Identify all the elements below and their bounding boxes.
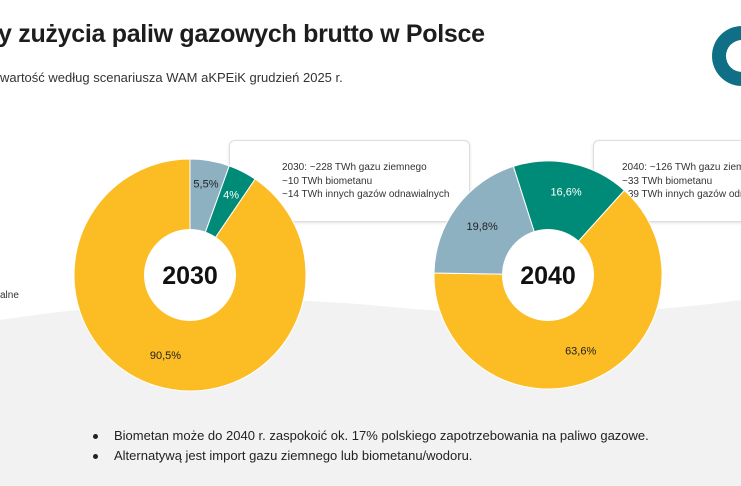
note-line: ~10 TWh biometanu xyxy=(282,175,373,187)
bullet-item: Biometan może do 2040 r. zaspokoić ok. 1… xyxy=(90,428,649,443)
note-line: ~33 TWh biometanu xyxy=(622,175,713,187)
slice-label: 16,6% xyxy=(550,186,581,198)
donut-year-title: 2040 xyxy=(520,262,576,290)
slice-label: 90,5% xyxy=(150,350,181,362)
slice-label: 5,5% xyxy=(193,179,218,191)
slice-label: 19,8% xyxy=(467,221,498,233)
note-line: ~39 TWh innych gazów odnawialnych xyxy=(622,189,741,200)
note-line: 2040: ~126 TWh gazu ziemnego xyxy=(622,162,741,173)
slice-label: 4% xyxy=(223,189,239,201)
donut-year-title: 2030 xyxy=(162,262,218,290)
bullet-list: Biometan może do 2040 r. zaspokoić ok. 1… xyxy=(90,428,649,468)
note-line: 2030: ~228 TWh gazu ziemnego xyxy=(282,162,427,173)
legend-label-fragment: alne xyxy=(0,290,19,301)
donut-hole xyxy=(144,229,236,321)
donut-hole xyxy=(502,229,594,321)
page-title: y zużycia paliw gazowych brutto w Polsce xyxy=(0,20,485,48)
bullet-item: Alternatywą jest import gazu ziemnego lu… xyxy=(90,448,649,463)
note-line: ~14 TWh innych gazów odnawialnych xyxy=(282,189,450,200)
slice-label: 63,6% xyxy=(565,345,596,357)
page-subtitle: wartość według scenariusza WAM aKPEiK gr… xyxy=(0,70,343,85)
